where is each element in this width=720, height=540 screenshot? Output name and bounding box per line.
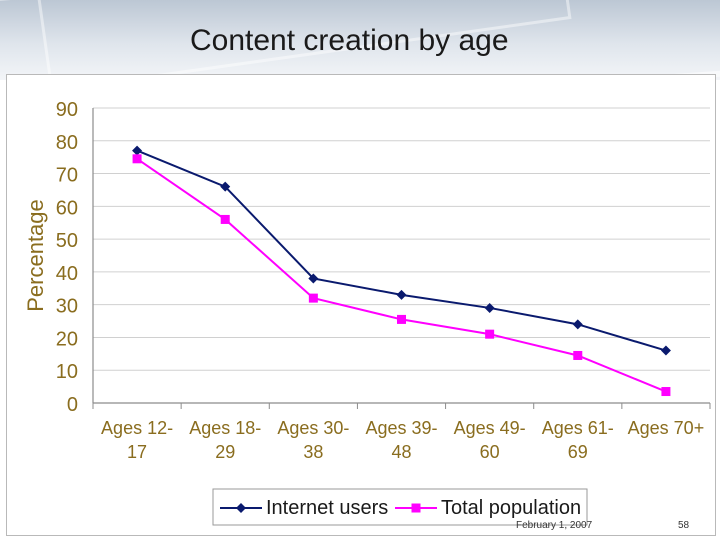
- x-tick-label: Ages 70+: [628, 418, 705, 438]
- slide-header-background: [0, 0, 720, 80]
- series-line-total-population: [136, 157, 667, 393]
- x-tick-label: Ages 49-: [454, 418, 526, 438]
- x-tick-label: Ages 61-: [542, 418, 614, 438]
- x-tick-label: 48: [391, 442, 411, 462]
- y-tick-label: 0: [67, 394, 78, 416]
- data-point: [308, 273, 319, 284]
- y-tick-label: 20: [56, 328, 78, 350]
- x-tick-label: Ages 39-: [365, 418, 437, 438]
- page-number: 58: [678, 520, 690, 531]
- x-tick-label: 29: [215, 442, 235, 462]
- slide-title: Content creation by age: [190, 24, 509, 57]
- legend-marker: [411, 503, 421, 513]
- data-point: [660, 345, 671, 356]
- x-tick-label: Ages 18-: [189, 418, 261, 438]
- y-tick-label: 80: [56, 132, 78, 154]
- data-point: [485, 329, 495, 339]
- x-tick-label: Ages 12-: [101, 418, 173, 438]
- y-tick-label: 40: [56, 263, 78, 285]
- y-tick-label: 90: [56, 99, 78, 121]
- y-tick-label: 30: [56, 296, 78, 318]
- data-point: [220, 181, 231, 192]
- footer-date: February 1, 2007: [516, 520, 593, 531]
- x-tick-label: 38: [303, 442, 323, 462]
- y-axis-label: Percentage: [23, 199, 48, 312]
- legend-label: Internet users: [266, 497, 388, 519]
- x-tick-label: 17: [127, 442, 147, 462]
- data-point: [396, 289, 407, 300]
- data-point: [572, 319, 583, 330]
- y-tick-label: 50: [56, 230, 78, 252]
- data-point: [132, 154, 142, 164]
- data-point: [661, 387, 671, 397]
- data-point: [308, 293, 318, 303]
- data-point: [573, 350, 583, 360]
- x-tick-label: 69: [568, 442, 588, 462]
- legend-marker: [236, 503, 246, 513]
- data-point: [220, 214, 230, 224]
- x-tick-label: 60: [480, 442, 500, 462]
- legend-label: Total population: [441, 497, 581, 519]
- y-tick-label: 60: [56, 197, 78, 219]
- data-point: [484, 302, 495, 313]
- y-tick-label: 10: [56, 361, 78, 383]
- data-point: [132, 145, 143, 156]
- y-tick-label: 70: [56, 165, 78, 187]
- x-tick-label: Ages 30-: [277, 418, 349, 438]
- data-point: [397, 314, 406, 324]
